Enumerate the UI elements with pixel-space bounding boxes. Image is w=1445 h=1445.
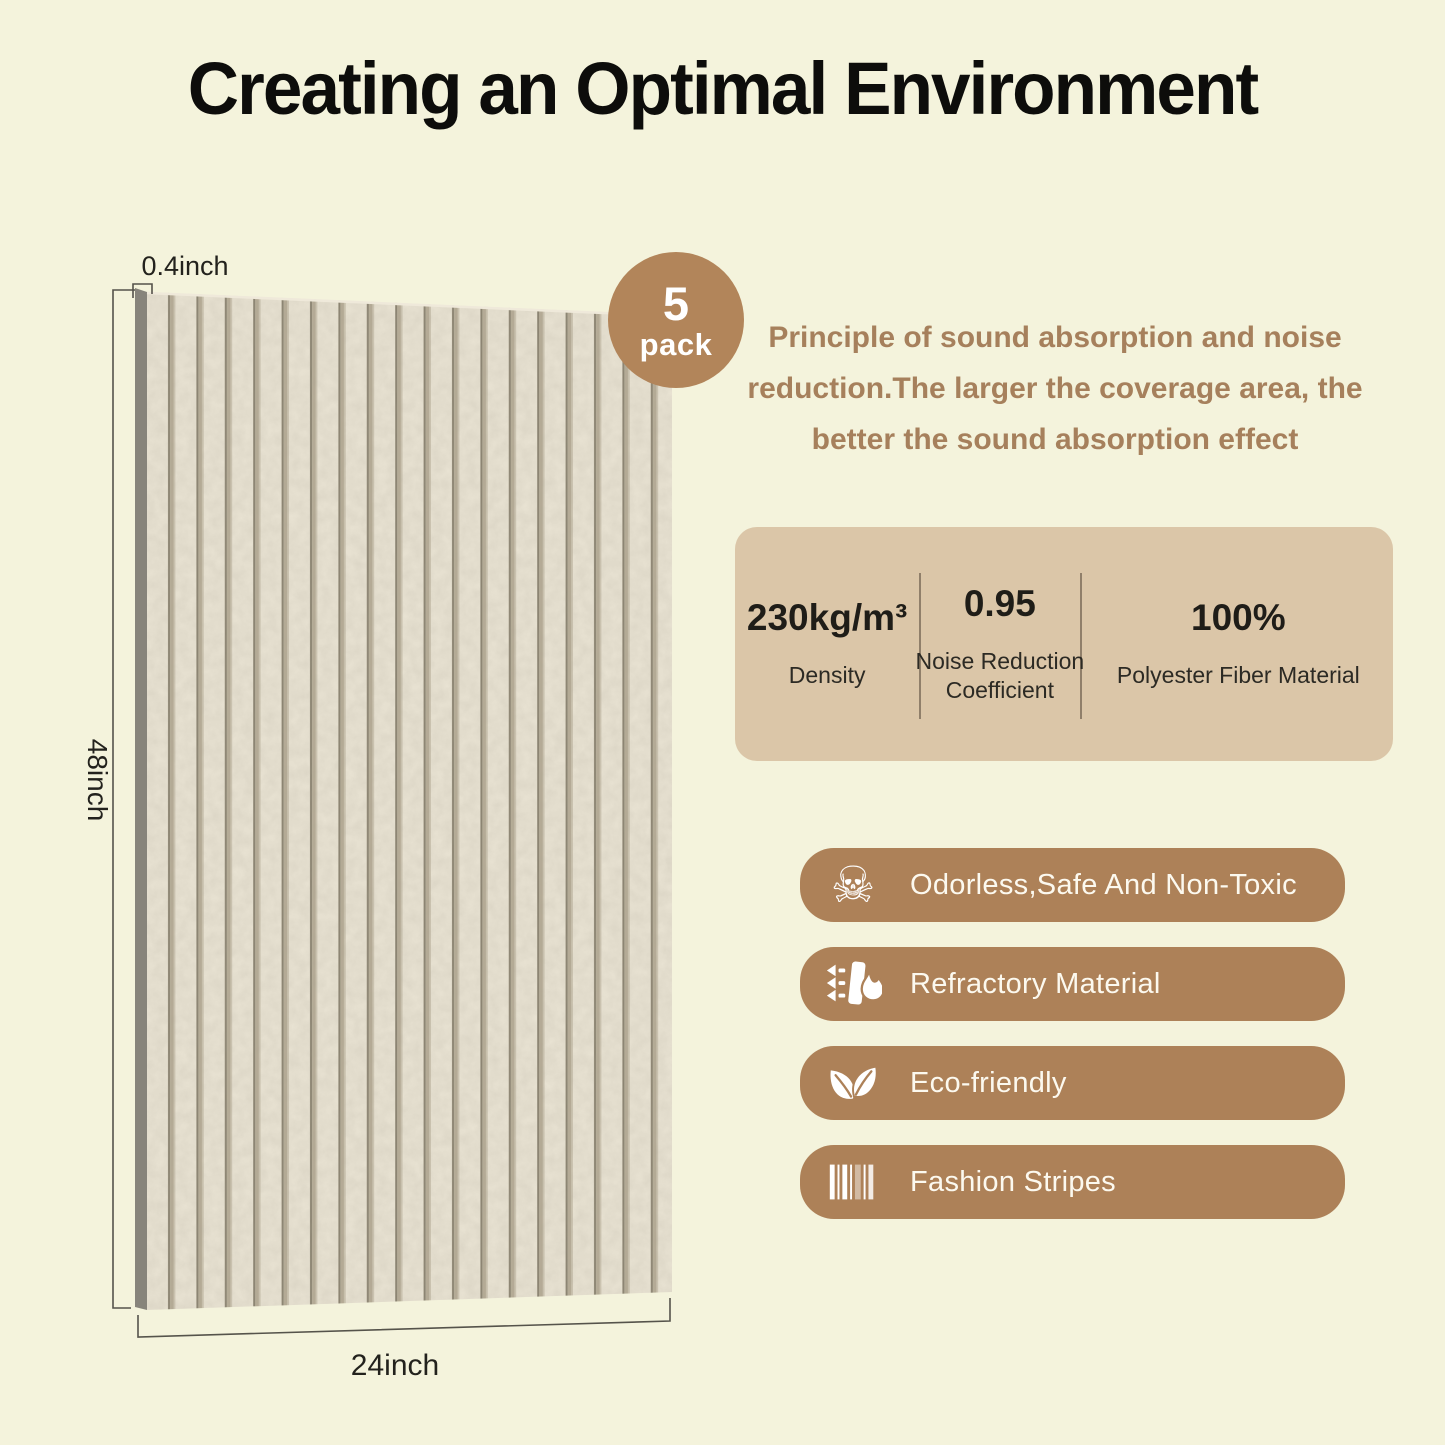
feature-pill-eco: Eco-friendly [800, 1046, 1345, 1120]
feature-pill-stripes: Fashion Stripes [800, 1145, 1345, 1219]
pack-count: 5 [662, 277, 690, 330]
column-divider [1080, 573, 1083, 719]
description-line: better the sound absorption effect [811, 423, 1299, 456]
feature-label: Fashion Stripes [910, 1165, 1116, 1198]
description-line: reduction.The larger the coverage area, … [747, 372, 1363, 405]
stat-density: 230kg/m³ Density [735, 527, 919, 761]
feature-pill-refractory: Refractory Material [800, 947, 1345, 1021]
page-title: Creating an Optimal Environment [187, 47, 1259, 130]
fashion-stripes-icon [824, 1153, 882, 1211]
width-dimension-line [137, 1298, 671, 1338]
thickness-dimension-bracket [132, 283, 153, 298]
pack-count-badge: 5 pack [608, 252, 744, 388]
stat-noise-reduction: 0.95 Noise Reduction Coefficient [903, 527, 1097, 761]
width-label: 24inch [351, 1349, 439, 1382]
feature-label: Odorless,Safe And Non-Toxic [910, 868, 1297, 901]
specs-card: 230kg/m³ Density 0.95 Noise Reduction Co… [735, 527, 1393, 761]
sound-absorption-description: Principle of sound absorption and noise … [705, 312, 1405, 465]
stat-value: 100% [1191, 597, 1286, 639]
panel-top-bevel [146, 291, 673, 318]
feature-pill-non-toxic: ☠ Odorless,Safe And Non-Toxic [800, 848, 1345, 922]
fire-resistant-icon [824, 955, 882, 1013]
height-dimension-line [112, 289, 135, 1309]
height-label: 48inch [82, 739, 113, 822]
feature-label: Refractory Material [910, 967, 1161, 1000]
pack-unit: pack [639, 327, 713, 362]
stat-label: Noise Reduction Coefficient [915, 647, 1085, 703]
thickness-label: 0.4inch [141, 251, 228, 281]
stat-label: Polyester Fiber Material [1116, 662, 1360, 689]
stat-label: Density [788, 662, 866, 689]
stat-value: 230kg/m³ [746, 597, 908, 639]
stat-material: 100% Polyester Fiber Material [1097, 527, 1380, 761]
acoustic-panel-diagram: 0.4inch 48inch 24inch [82, 251, 673, 1382]
eco-leaves-icon [824, 1054, 882, 1112]
skull-crossbones-icon: ☠ [830, 856, 876, 914]
panel-side-edge [135, 288, 147, 1310]
stat-value: 0.95 [963, 582, 1036, 624]
feature-list: ☠ Odorless,Safe And Non-Toxic [800, 848, 1345, 1219]
panel-felt-texture [147, 292, 672, 1310]
description-line: Principle of sound absorption and noise [768, 321, 1342, 354]
column-divider [919, 573, 922, 719]
feature-label: Eco-friendly [910, 1066, 1067, 1099]
